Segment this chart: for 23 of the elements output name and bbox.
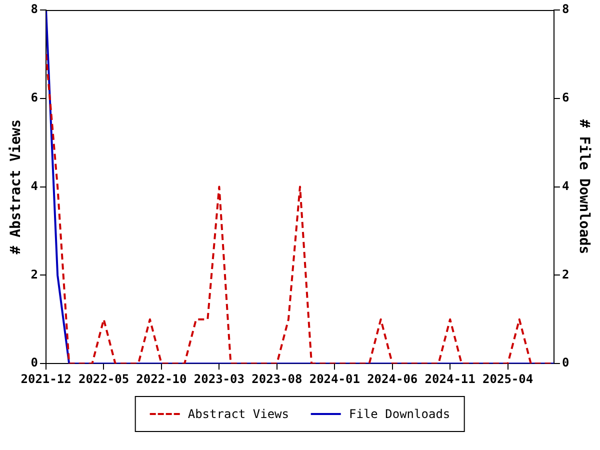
y2-tick-label: 8 [562, 2, 570, 16]
y-tick-label: 0 [30, 356, 38, 370]
y2-tick-label: 2 [562, 267, 570, 282]
y2-axis-title: # File Downloads [576, 119, 592, 254]
x-tick-label: 2025-04 [482, 372, 534, 386]
x-tick-label: 2022-05 [78, 372, 130, 386]
y-tick-label: 2 [30, 267, 38, 282]
y-tick-label: 4 [30, 178, 38, 193]
x-tick-label: 2024-01 [309, 372, 360, 386]
y2-tick-label: 4 [562, 178, 570, 193]
y2-tick-label: 6 [562, 90, 570, 105]
y-tick-label: 6 [30, 90, 38, 105]
y2-tick-label: 0 [562, 356, 570, 370]
x-tick-label: 2023-08 [252, 372, 302, 386]
y-tick-label: 8 [30, 2, 38, 16]
x-tick-label: 2022-10 [136, 372, 187, 386]
x-tick-label: 2024-11 [424, 372, 476, 386]
y-axis-title: # Abstract Views [8, 119, 24, 254]
x-tick-label: 2024-06 [367, 372, 418, 386]
x-tick-label: 2023-03 [194, 372, 244, 386]
x-tick-label: 2021-12 [20, 372, 72, 386]
legend-label: Abstract Views [188, 407, 289, 421]
legend-label: File Downloads [349, 407, 450, 421]
